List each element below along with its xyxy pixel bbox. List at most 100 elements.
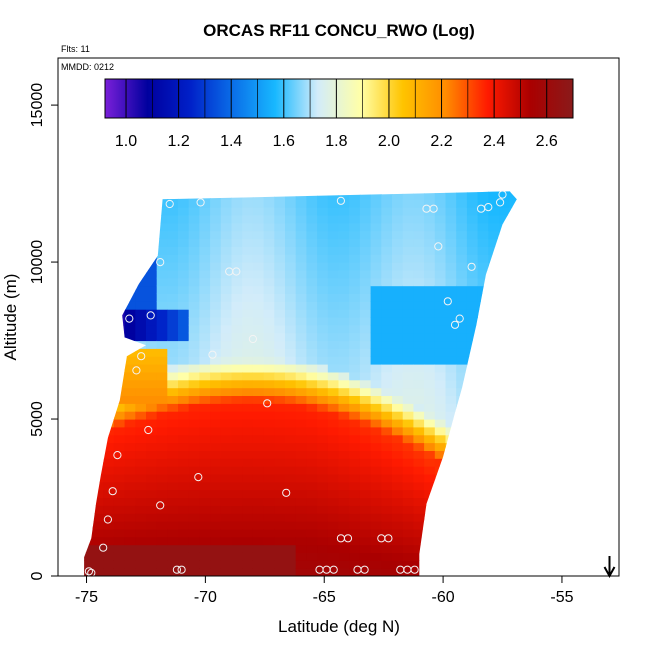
heatmap-cell — [199, 371, 211, 381]
heatmap-cell — [466, 332, 479, 342]
heatmap-cell — [466, 466, 479, 475]
heatmap-cell — [295, 466, 307, 475]
heatmap-cell — [188, 340, 200, 349]
heatmap-cell — [306, 481, 318, 491]
heatmap-cell — [295, 536, 307, 546]
heatmap-cell — [113, 285, 126, 294]
heatmap-cell — [263, 254, 275, 263]
heatmap-cell — [156, 222, 168, 232]
heatmap-cell — [92, 222, 104, 232]
heatmap-cell — [188, 450, 200, 459]
heatmap-cell — [178, 199, 190, 208]
heatmap-cell — [252, 348, 265, 357]
heatmap-cell — [402, 285, 414, 294]
heatmap-cell — [456, 442, 468, 451]
heatmap-cell — [210, 403, 222, 412]
heatmap-cell — [413, 371, 425, 381]
heatmap-cell — [220, 528, 233, 538]
heatmap-cell — [499, 568, 511, 576]
heatmap-cell — [263, 356, 275, 365]
heatmap-cell — [146, 442, 158, 451]
heatmap-cell — [338, 387, 350, 396]
heatmap-cell — [327, 356, 340, 365]
heatmap-cell — [306, 332, 318, 342]
colorbar: 1.0 1.2 1.4 1.6 1.8 2.0 2.2 2.4 2.6 — [104, 78, 574, 150]
heatmap-cell — [103, 269, 115, 279]
heatmap-cell — [103, 426, 115, 436]
colorbar-tick-label: 1.6 — [273, 133, 295, 150]
heatmap-cell — [381, 254, 393, 263]
heatmap-cell — [92, 309, 104, 318]
heatmap-cell — [252, 364, 265, 373]
heatmap-cell — [124, 513, 136, 522]
heatmap-cell — [499, 254, 511, 263]
heatmap-cell — [252, 230, 265, 240]
heatmap-cell — [349, 458, 361, 467]
heatmap-cell — [338, 552, 350, 561]
heatmap-cell — [156, 560, 168, 569]
heatmap-cell — [402, 371, 414, 381]
heatmap-cell — [317, 191, 329, 192]
heatmap-cell — [317, 285, 329, 294]
heatmap-cell — [477, 544, 489, 553]
heatmap-cell — [252, 560, 265, 569]
heatmap-cell — [488, 254, 500, 263]
heatmap-cell — [317, 419, 329, 428]
heatmap-cell — [220, 458, 233, 467]
heatmap-cell — [509, 536, 517, 546]
heatmap-cell — [370, 513, 382, 522]
heatmap-cell — [146, 317, 158, 326]
heatmap-cell — [327, 442, 340, 451]
heatmap-cell — [92, 513, 104, 522]
heatmap-cell — [306, 521, 318, 530]
heatmap-cell — [402, 442, 414, 451]
heatmap-cell — [327, 419, 340, 428]
heatmap-cell — [370, 371, 382, 381]
heatmap-cell — [124, 466, 136, 475]
heatmap-cell — [167, 387, 179, 396]
heatmap-cell — [456, 199, 468, 208]
heatmap-cell — [84, 560, 94, 569]
heatmap-cell — [252, 309, 265, 318]
heatmap-cell — [477, 387, 489, 396]
heatmap-cell — [295, 191, 307, 192]
heatmap-cell — [231, 230, 243, 240]
heatmap-cell — [445, 230, 457, 240]
heatmap-cell — [103, 207, 115, 216]
heatmap-cell — [103, 191, 115, 192]
heatmap-cell — [509, 481, 517, 491]
heatmap-cell — [402, 458, 414, 467]
heatmap-cell — [146, 277, 158, 287]
heatmap-cell — [242, 324, 254, 334]
heatmap-cell — [220, 222, 233, 232]
heatmap-cell — [263, 419, 275, 428]
heatmap-cell — [392, 246, 404, 255]
heatmap-cell — [317, 395, 329, 404]
heatmap-cell — [156, 552, 168, 561]
heatmap-cell — [370, 262, 382, 271]
heatmap-cell — [317, 277, 329, 287]
heatmap-cell — [509, 277, 517, 287]
heatmap-cell — [252, 466, 265, 475]
heatmap-cell — [392, 497, 404, 506]
heatmap-cell — [113, 489, 126, 499]
heatmap-cell — [274, 191, 286, 200]
heatmap-cell — [113, 207, 126, 216]
heatmap-cell — [220, 332, 233, 342]
y-tick-label: 5000 — [29, 401, 46, 437]
heatmap-cell — [488, 301, 500, 310]
heatmap-cell — [381, 426, 393, 436]
heatmap-cell — [413, 199, 425, 208]
heatmap-cell — [103, 434, 115, 444]
heatmap-cell — [488, 199, 500, 208]
heatmap-cell — [188, 481, 200, 491]
heatmap-cell — [499, 474, 511, 483]
heatmap-cell — [146, 544, 158, 553]
heatmap-cell — [370, 215, 382, 224]
heatmap-cell — [231, 269, 243, 279]
heatmap-cell — [306, 215, 318, 224]
heatmap-cell — [509, 434, 517, 444]
heatmap-cell — [424, 434, 436, 444]
sample-point — [498, 190, 507, 199]
heatmap-cell — [306, 450, 318, 459]
